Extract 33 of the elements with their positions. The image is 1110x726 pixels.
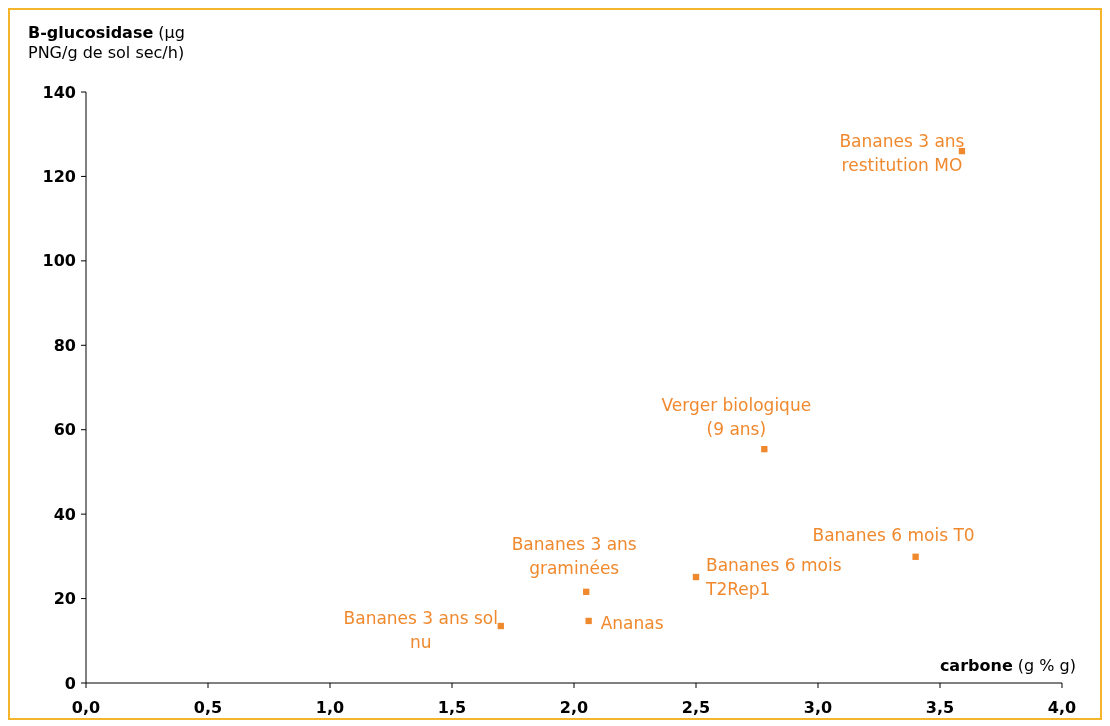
y-tick-label: 140	[42, 82, 76, 102]
x-tick-label: 1,0	[315, 698, 345, 717]
point	[912, 553, 919, 560]
x-tick-label: 3,0	[803, 698, 833, 717]
y-tick-label: 120	[42, 167, 76, 187]
x-tick-label: 0,5	[193, 698, 223, 717]
y-tick-label: 60	[53, 420, 76, 440]
annotation: Verger biologique (9 ans)	[661, 395, 812, 440]
annotation: Bananes 6 mois T0	[812, 524, 975, 545]
y-axis-title: B-glucosidase (µg PNG/g de sol sec/h)	[28, 23, 185, 62]
x-axis-title: carbone (g % g)	[939, 656, 1076, 675]
point	[692, 573, 700, 581]
annotation: Bananes 3 ans graminées	[511, 533, 637, 578]
x-tick-label: 4,0	[1047, 698, 1077, 717]
y-tick-label: 20	[53, 589, 76, 609]
x-tick-label: 3,5	[925, 698, 955, 717]
point	[761, 445, 768, 453]
annotation: Bananes 3 ans sol nu	[343, 608, 499, 653]
point	[497, 622, 504, 630]
point	[583, 588, 590, 595]
y-tick-label: 0	[64, 673, 76, 693]
point	[585, 617, 592, 625]
x-tick-label: 1,5	[437, 698, 467, 717]
point	[958, 147, 966, 155]
x-tick-label: 2,0	[559, 698, 589, 717]
y-tick-label: 80	[53, 335, 76, 355]
x-tick-label: 2,5	[681, 698, 711, 717]
annotation: Bananes 3 ans restitution MO	[839, 131, 965, 176]
annotation: Bananes 6 mois T2Rep1	[705, 555, 842, 600]
x-tick-label: 0,0	[71, 698, 101, 717]
y-tick-label: 100	[42, 251, 76, 271]
annotation: Ananas	[600, 612, 664, 633]
y-tick-label: 40	[53, 504, 76, 524]
